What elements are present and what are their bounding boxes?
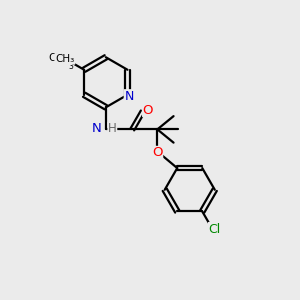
Text: Cl: Cl [208, 223, 221, 236]
Text: CH: CH [48, 53, 63, 63]
Text: N: N [124, 90, 134, 103]
Text: H: H [108, 122, 117, 135]
Text: CH₃: CH₃ [55, 54, 74, 64]
Text: O: O [143, 103, 153, 117]
Text: 3: 3 [69, 62, 74, 71]
Text: O: O [152, 146, 163, 159]
Text: N: N [92, 122, 101, 135]
